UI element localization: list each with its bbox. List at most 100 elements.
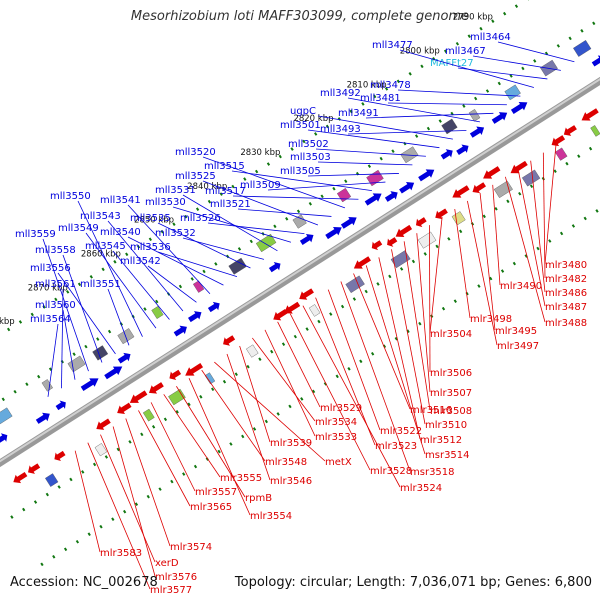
forward-gene-leader [307, 173, 399, 177]
reverse-gene-label: mlr3516 [410, 405, 452, 416]
feature-block-reverse [590, 125, 600, 137]
reverse-gene-arrow [27, 463, 41, 474]
forward-gene-label: mll3564 [30, 314, 71, 325]
reverse-gene-leader [302, 305, 401, 488]
reverse-gene-arrow [185, 363, 204, 376]
reverse-gene-leader [87, 442, 151, 590]
forward-gene-leader [457, 67, 548, 80]
reverse-gene-arrow [148, 382, 164, 394]
scale-label: 2850 kbp [134, 216, 174, 226]
feature-block-reverse [204, 372, 216, 385]
forward-gene-leader [347, 130, 467, 135]
forward-gene-arrow [268, 261, 281, 273]
reverse-gene-arrow [452, 185, 470, 198]
forward-gene-leader [387, 102, 507, 106]
feature-block-forward [228, 257, 247, 275]
forward-gene-arrow [104, 366, 123, 380]
reverse-gene-leader [429, 225, 431, 373]
reverse-gene-arrow [117, 402, 132, 414]
feature-block-reverse [554, 147, 568, 161]
feature-block-forward [468, 108, 481, 122]
reverse-gene-label: mlr3490 [500, 281, 542, 292]
forward-gene-leader [207, 222, 305, 235]
feature-block-forward [573, 40, 592, 57]
reverse-gene-leader [479, 192, 496, 331]
forward-gene-leader [202, 156, 346, 209]
forward-gene-label: mll3556 [30, 263, 71, 274]
reverse-gene-leader [429, 217, 443, 334]
forward-gene-arrow [591, 55, 600, 67]
forward-gene-leader [157, 222, 251, 269]
scale-label: 2800 kbp [400, 47, 440, 57]
forward-gene-leader [231, 170, 372, 192]
feature-block-reverse [417, 231, 437, 249]
reverse-gene-arrow [129, 390, 148, 403]
reverse-gene-leader [416, 233, 431, 393]
reverse-gene-arrow [96, 418, 111, 430]
forward-gene-leader [347, 97, 480, 123]
reverse-gene-leader [138, 410, 191, 507]
forward-gene-label: MAFFt27 [430, 58, 474, 69]
reverse-gene-label: mlr3546 [270, 476, 312, 487]
scale-label: 2840 kbp [187, 182, 227, 192]
forward-gene-leader [127, 204, 211, 295]
reverse-gene-label: mlr3528 [370, 466, 412, 477]
reverse-gene-label: mlr3554 [250, 511, 292, 522]
reverse-gene-label: mlr3507 [430, 388, 472, 399]
forward-gene-leader [42, 238, 89, 372]
forward-gene-arrow [399, 181, 415, 194]
reverse-gene-label: rpmB [245, 493, 272, 504]
forward-gene-label: mll3543 [80, 211, 121, 222]
reverse-gene-arrow [581, 108, 599, 121]
reverse-gene-label: mlr3495 [495, 326, 537, 337]
forward-gene-leader [232, 195, 359, 200]
forward-gene-leader [127, 236, 224, 286]
reverse-gene-arrow [483, 166, 501, 179]
feature-block-reverse [521, 169, 541, 187]
feature-block-forward [41, 379, 54, 392]
reverse-gene-label: mlr3576 [155, 572, 197, 583]
reverse-gene-arrow [563, 125, 577, 136]
forward-gene-label: mll3503 [290, 152, 331, 163]
forward-gene-leader [182, 194, 278, 252]
reverse-gene-leader [74, 450, 101, 553]
forward-gene-label: mll3509 [240, 180, 281, 191]
reverse-gene-leader [150, 402, 196, 492]
reverse-gene-leader [226, 353, 271, 481]
forward-gene-leader [397, 89, 521, 97]
reverse-gene-leader [353, 273, 411, 410]
reverse-gene-label: mlr3506 [430, 368, 472, 379]
feature-block-reverse [308, 304, 321, 317]
feature-block-reverse [451, 211, 466, 226]
reverse-gene-label: mlr3497 [497, 341, 539, 352]
forward-gene-label: mll3505 [280, 166, 321, 177]
forward-gene-label: mll3502 [288, 139, 329, 150]
forward-gene-label: mll3521 [210, 199, 251, 210]
forward-gene-leader [107, 288, 130, 346]
forward-gene-arrow [188, 311, 202, 323]
reverse-gene-leader [340, 281, 411, 472]
reverse-gene-label: mlr3529 [320, 403, 362, 414]
forward-gene-label: mll3525 [175, 171, 216, 182]
reverse-gene-arrow [395, 224, 413, 238]
reverse-gene-arrow [387, 237, 398, 247]
forward-gene-leader [399, 49, 534, 88]
forward-gene-label: mll3549 [58, 223, 99, 234]
forward-gene-label: mll3550 [50, 191, 91, 202]
reverse-gene-label: mlr3488 [545, 318, 587, 329]
reverse-gene-label: mlr3523 [375, 441, 417, 452]
reverse-gene-leader [467, 200, 498, 346]
forward-gene-arrow [207, 301, 220, 313]
forward-gene-label: mll3559 [15, 229, 56, 240]
forward-gene-leader [267, 181, 386, 191]
forward-gene-arrow [384, 191, 398, 202]
reverse-gene-leader [378, 257, 421, 440]
reverse-gene-label: mlr3486 [545, 288, 587, 299]
feature-block-forward [67, 355, 86, 373]
reverse-gene-label: xerD [155, 558, 179, 569]
tick-ring-1 [0, 0, 529, 337]
reverse-gene-arrow [435, 208, 448, 220]
forward-gene-leader [57, 272, 116, 355]
forward-gene-leader [317, 161, 413, 166]
forward-gene-label: mll3467 [445, 46, 486, 57]
